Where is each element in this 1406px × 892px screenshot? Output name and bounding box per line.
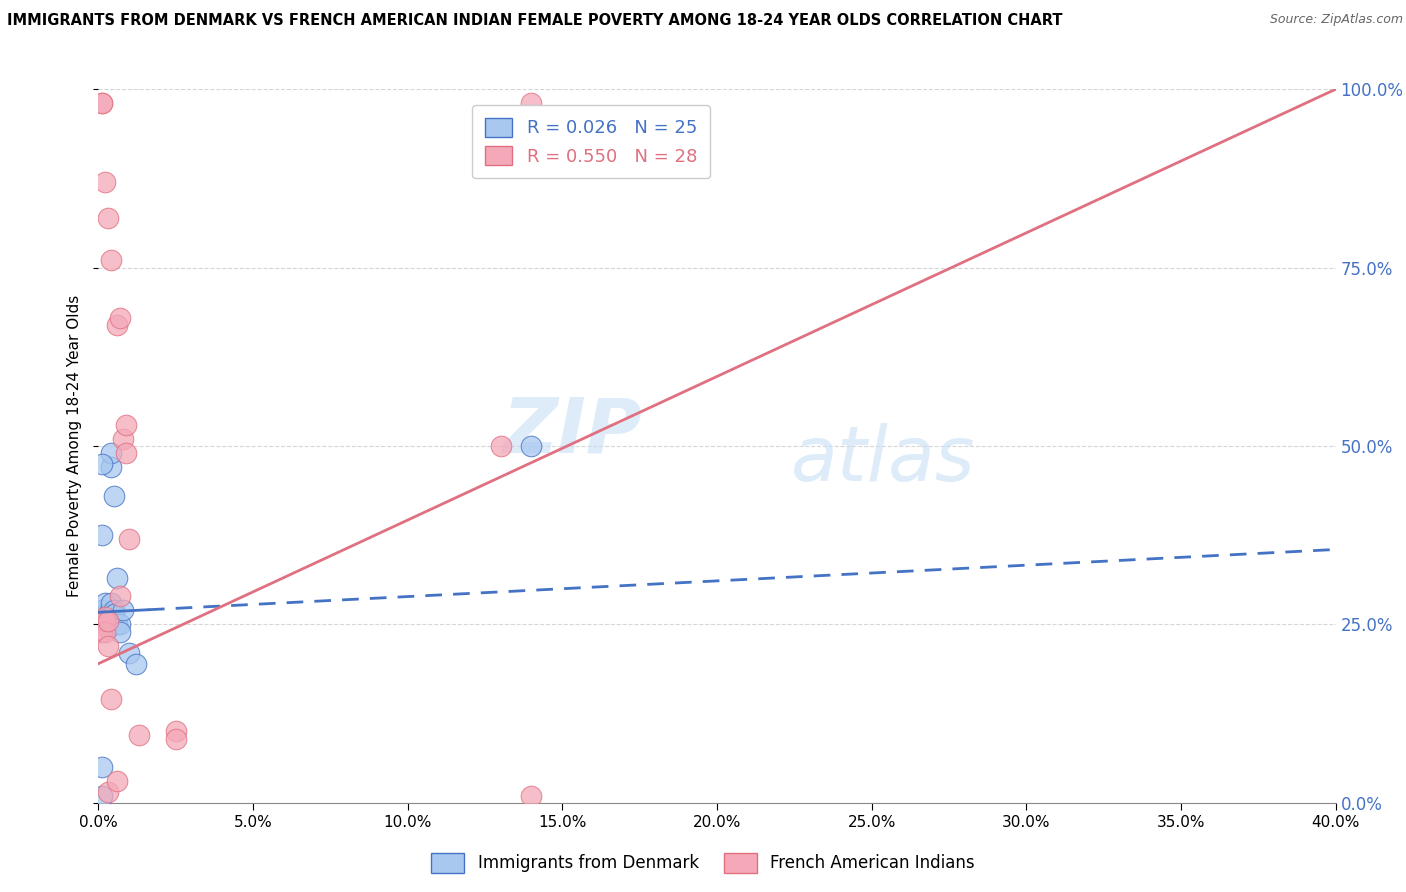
Point	[520, 439, 543, 453]
Point	[100, 692, 122, 706]
Point	[90, 789, 112, 803]
Legend: Immigrants from Denmark, French American Indians: Immigrants from Denmark, French American…	[425, 847, 981, 880]
Point	[100, 446, 122, 460]
Point	[124, 657, 146, 671]
Point	[93, 607, 115, 621]
Point	[90, 617, 112, 632]
Point	[90, 457, 112, 471]
Point	[100, 460, 122, 475]
Point	[90, 528, 112, 542]
Point	[108, 624, 131, 639]
Point	[97, 639, 120, 653]
Point	[97, 610, 120, 624]
Point	[115, 446, 138, 460]
Text: IMMIGRANTS FROM DENMARK VS FRENCH AMERICAN INDIAN FEMALE POVERTY AMONG 18-24 YEA: IMMIGRANTS FROM DENMARK VS FRENCH AMERIC…	[7, 13, 1063, 29]
Point	[118, 532, 141, 546]
Point	[103, 489, 125, 503]
Point	[103, 607, 125, 621]
Point	[108, 310, 131, 325]
Point	[108, 589, 131, 603]
Point	[93, 596, 115, 610]
Y-axis label: Female Poverty Among 18-24 Year Olds: Female Poverty Among 18-24 Year Olds	[67, 295, 83, 597]
Point	[118, 646, 141, 660]
Point	[115, 417, 138, 432]
Point	[97, 211, 120, 225]
Point	[165, 731, 187, 746]
Text: ZIP: ZIP	[503, 395, 643, 468]
Point	[108, 617, 131, 632]
Text: Source: ZipAtlas.com: Source: ZipAtlas.com	[1270, 13, 1403, 27]
Point	[90, 603, 112, 617]
Point	[97, 607, 120, 621]
Point	[105, 617, 128, 632]
Point	[97, 785, 120, 799]
Point	[90, 624, 112, 639]
Point	[100, 596, 122, 610]
Point	[520, 789, 543, 803]
Point	[128, 728, 150, 742]
Point	[97, 614, 120, 628]
Point	[93, 175, 115, 189]
Point	[90, 96, 112, 111]
Text: atlas: atlas	[792, 424, 976, 497]
Point	[112, 432, 135, 446]
Point	[97, 621, 120, 635]
Legend: R = 0.026   N = 25, R = 0.550   N = 28: R = 0.026 N = 25, R = 0.550 N = 28	[472, 105, 710, 178]
Point	[489, 439, 512, 453]
Point	[103, 603, 125, 617]
Point	[520, 96, 543, 111]
Point	[90, 96, 112, 111]
Point	[165, 724, 187, 739]
Point	[93, 610, 115, 624]
Point	[93, 624, 115, 639]
Point	[90, 760, 112, 774]
Point	[105, 318, 128, 332]
Point	[105, 571, 128, 585]
Point	[112, 603, 135, 617]
Point	[100, 253, 122, 268]
Point	[97, 614, 120, 628]
Point	[93, 614, 115, 628]
Point	[105, 774, 128, 789]
